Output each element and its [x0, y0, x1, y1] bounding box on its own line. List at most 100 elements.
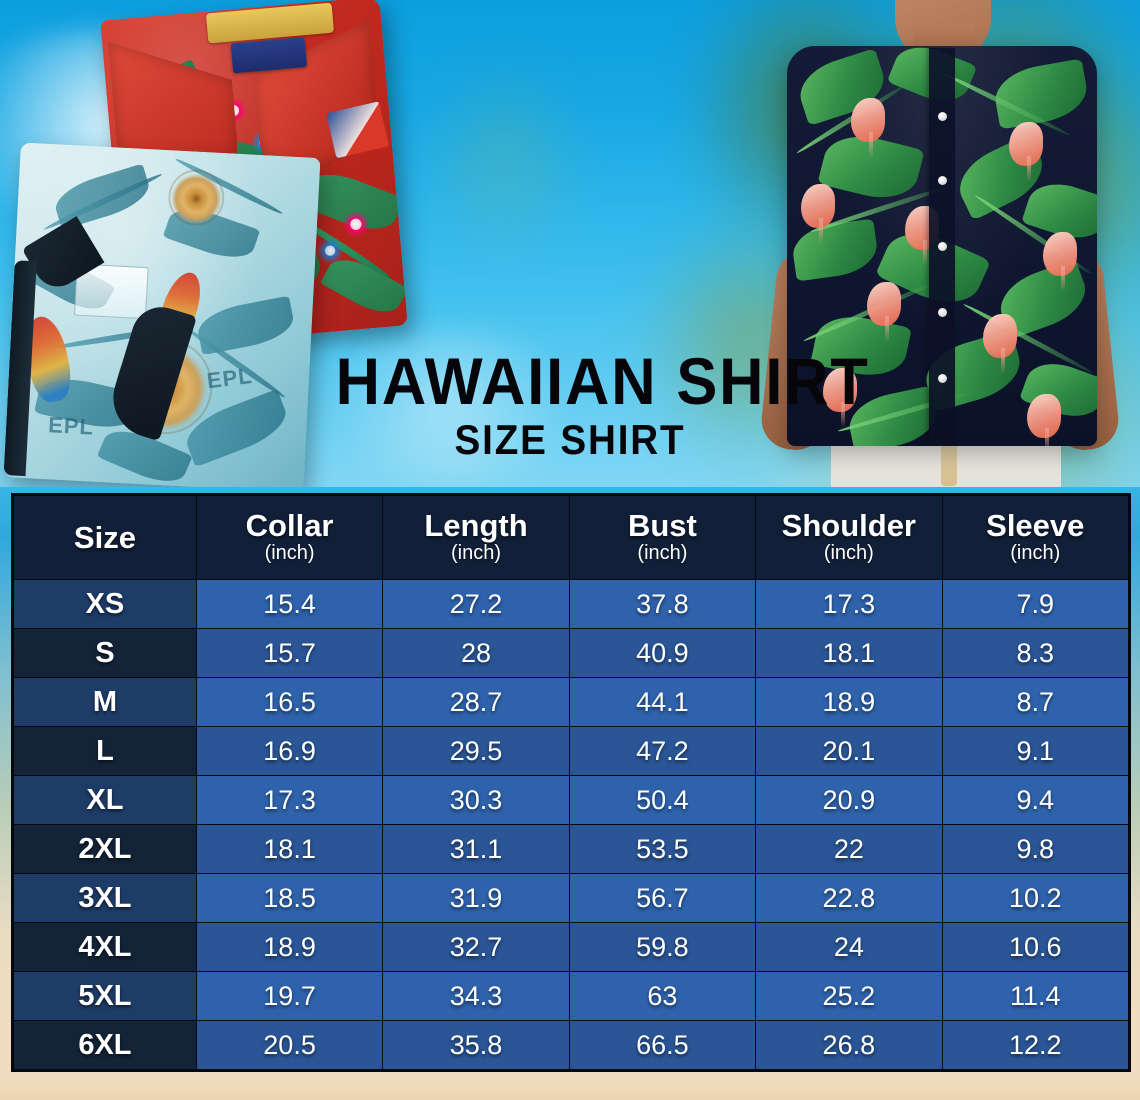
cell-length: 28.7	[382, 677, 570, 727]
cell-collar: 19.7	[195, 971, 384, 1021]
cell-collar: 16.5	[195, 677, 384, 727]
cell-bust: 66.5	[568, 1020, 757, 1070]
cell-shoulder: 20.9	[755, 775, 943, 825]
flamingo-motif	[983, 314, 1017, 375]
cell-size: 5XL	[13, 971, 197, 1021]
table-row: 6XL 20.5 35.8 66.5 26.8 12.2	[13, 1020, 1130, 1070]
table-row: 5XL 19.7 34.3 63 25.2 11.4	[13, 971, 1130, 1021]
table-header: Size Collar (inch) Length (inch) Bust (i…	[13, 495, 1130, 580]
table-row: 3XL 18.5 31.9 56.7 22.8 10.2	[13, 873, 1130, 923]
cell-bust: 37.8	[568, 579, 757, 629]
flamingo-motif	[1009, 122, 1043, 183]
model-photo	[735, 0, 1140, 492]
poster-title: HAWAIIAN SHIRT SIZE SHIRT	[318, 344, 870, 464]
title-main: HAWAIIAN SHIRT	[335, 344, 870, 418]
cell-size: XL	[13, 775, 197, 825]
header-unit-bust: (inch)	[637, 541, 688, 564]
column-header-collar: Collar (inch)	[195, 495, 384, 580]
header-unit-sleeve: (inch)	[1010, 541, 1061, 564]
cell-sleeve: 10.2	[941, 873, 1130, 923]
table-row: L 16.9 29.5 47.2 20.1 9.1	[13, 726, 1130, 776]
cell-shoulder: 25.2	[755, 971, 943, 1021]
column-header-shoulder: Shoulder (inch)	[755, 495, 943, 580]
cell-sleeve: 8.7	[941, 677, 1130, 727]
cell-sleeve: 9.8	[941, 824, 1130, 874]
header-label-size: Size	[73, 519, 136, 555]
cell-collar: 18.1	[195, 824, 384, 874]
cell-size: 3XL	[13, 873, 197, 923]
cell-size: L	[13, 726, 197, 776]
shirt-button	[938, 176, 947, 185]
cell-collar: 18.5	[195, 873, 384, 923]
title-sub: SIZE SHIRT	[454, 416, 686, 464]
shirt-print-text: EPL	[47, 412, 95, 440]
red-shirt-label	[230, 37, 307, 74]
header-label-length: Length	[424, 508, 528, 544]
size-chart-table-container: Size Collar (inch) Length (inch) Bust (i…	[11, 493, 1131, 1072]
cell-sleeve: 7.9	[941, 579, 1130, 629]
cell-length: 35.8	[382, 1020, 570, 1070]
column-header-sleeve: Sleeve (inch)	[941, 495, 1130, 580]
cell-size: 2XL	[13, 824, 197, 874]
table-row: M 16.5 28.7 44.1 18.9 8.7	[13, 677, 1130, 727]
column-header-length: Length (inch)	[382, 495, 570, 580]
table-row: XL 17.3 30.3 50.4 20.9 9.4	[13, 775, 1130, 825]
flamingo-motif	[823, 368, 857, 429]
flamingo-motif	[867, 282, 901, 343]
flamingo-motif	[801, 184, 835, 245]
cell-size: 4XL	[13, 922, 197, 972]
cell-bust: 47.2	[568, 726, 757, 776]
table-row: 4XL 18.9 32.7 59.8 24 10.6	[13, 922, 1130, 972]
cell-size: S	[13, 628, 197, 678]
sand-strip	[0, 1078, 1140, 1100]
cell-bust: 44.1	[568, 677, 757, 727]
cell-collar: 17.3	[195, 775, 384, 825]
cell-shoulder: 24	[755, 922, 943, 972]
cell-size: M	[13, 677, 197, 727]
cell-sleeve: 12.2	[941, 1020, 1130, 1070]
size-chart-table: Size Collar (inch) Length (inch) Bust (i…	[13, 495, 1130, 1070]
cell-collar: 20.5	[195, 1020, 384, 1070]
cell-bust: 56.7	[568, 873, 757, 923]
shirt-print-text: EPL	[205, 362, 254, 394]
cell-shoulder: 26.8	[755, 1020, 943, 1070]
flamingo-motif	[1027, 394, 1061, 446]
cell-length: 29.5	[382, 726, 570, 776]
header-label-bust: Bust	[627, 508, 697, 544]
cell-length: 28	[382, 628, 570, 678]
table-row: S 15.7 28 40.9 18.1 8.3	[13, 628, 1130, 678]
cell-length: 30.3	[382, 775, 570, 825]
cell-bust: 40.9	[568, 628, 757, 678]
cell-length: 32.7	[382, 922, 570, 972]
column-header-bust: Bust (inch)	[568, 495, 757, 580]
navy-flamingo-shirt	[787, 46, 1097, 446]
cell-collar: 18.9	[195, 922, 384, 972]
cell-bust: 63	[568, 971, 757, 1021]
shirt-button	[938, 374, 947, 383]
cell-bust: 59.8	[568, 922, 757, 972]
cell-collar: 15.7	[195, 628, 384, 678]
cell-collar: 16.9	[195, 726, 384, 776]
cell-bust: 50.4	[568, 775, 757, 825]
cell-shoulder: 18.9	[755, 677, 943, 727]
cell-sleeve: 9.1	[941, 726, 1130, 776]
cell-shoulder: 17.3	[755, 579, 943, 629]
cell-size: XS	[13, 579, 197, 629]
cell-length: 31.9	[382, 873, 570, 923]
header-label-shoulder: Shoulder	[781, 508, 916, 544]
header-label-sleeve: Sleeve	[986, 508, 1085, 544]
header-unit-shoulder: (inch)	[823, 541, 874, 564]
cell-sleeve: 11.4	[941, 971, 1130, 1021]
red-shirt-neck-tape	[205, 2, 335, 44]
cell-length: 27.2	[382, 579, 570, 629]
column-header-size: Size	[13, 495, 197, 580]
header-unit-length: (inch)	[450, 541, 501, 564]
teal-hawaiian-shirt: EPL EPL	[3, 142, 321, 493]
shirt-button	[938, 112, 947, 121]
header-unit-collar: (inch)	[264, 541, 315, 564]
cell-shoulder: 20.1	[755, 726, 943, 776]
cell-size: 6XL	[13, 1020, 197, 1070]
cell-shoulder: 22.8	[755, 873, 943, 923]
cell-bust: 53.5	[568, 824, 757, 874]
